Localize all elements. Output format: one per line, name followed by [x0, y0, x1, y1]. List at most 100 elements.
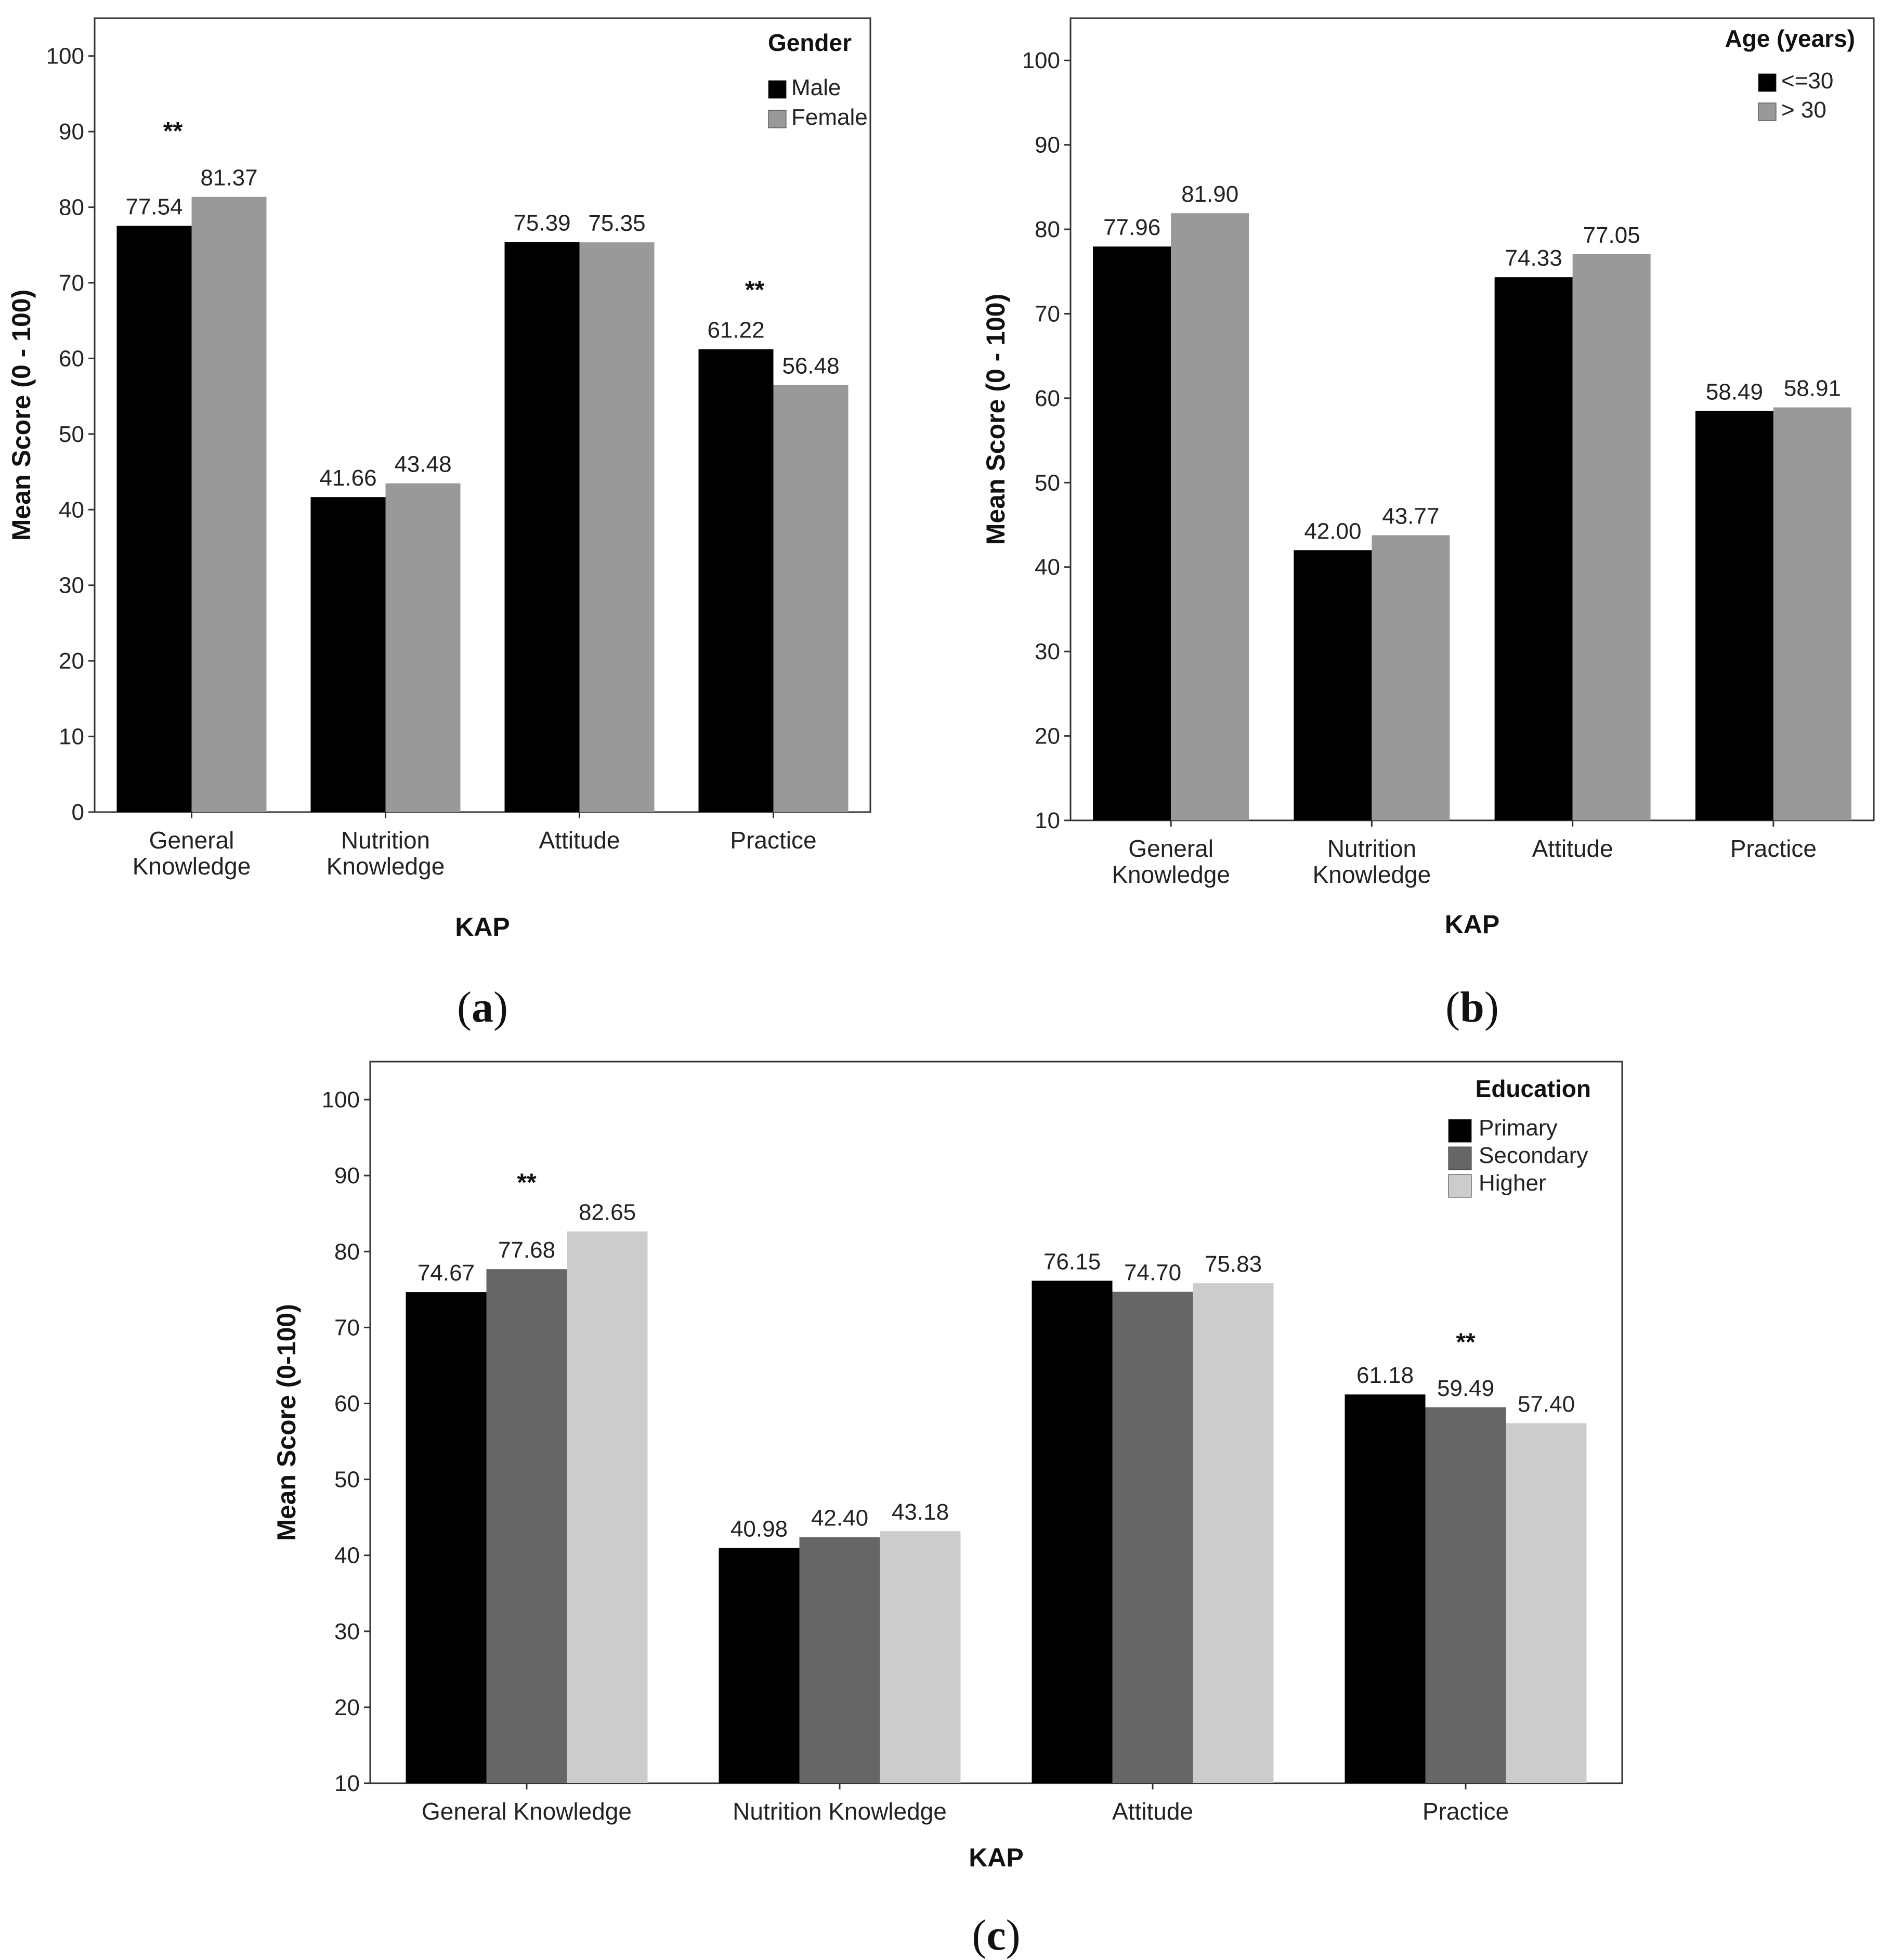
- category-label: Knowledge: [133, 853, 251, 880]
- panel-paren: (: [972, 1911, 986, 1959]
- bar-secondary-1: [799, 1537, 880, 1783]
- bar-female-3: [773, 385, 849, 812]
- data-label: 75.83: [1205, 1251, 1262, 1277]
- data-label: 61.22: [707, 318, 764, 343]
- data-label: 41.66: [319, 465, 376, 491]
- panel-letter: b: [1460, 983, 1484, 1031]
- category-label: General: [1128, 835, 1214, 862]
- y-tick-label: 10: [334, 1771, 360, 1796]
- data-label: 81.90: [1181, 181, 1238, 207]
- data-label: 42.00: [1304, 518, 1361, 544]
- bar-primary-2: [1032, 1280, 1113, 1783]
- data-label: 74.70: [1124, 1260, 1181, 1286]
- y-tick-label: 70: [334, 1315, 360, 1340]
- legend-swatch: [768, 80, 787, 99]
- chart-panel-a: 010203040506070809010077.5481.37GeneralK…: [7, 17, 871, 1031]
- y-tick-label: 30: [1035, 639, 1060, 664]
- panel-label: (b): [1445, 983, 1499, 1031]
- bar-30-2: [1494, 277, 1573, 820]
- panel-paren: ): [1484, 983, 1499, 1031]
- y-tick-label: 20: [1035, 724, 1060, 749]
- data-label: 40.98: [730, 1516, 788, 1541]
- category-label: Attitude: [539, 827, 620, 854]
- y-tick-label: 80: [1035, 217, 1060, 242]
- bar-secondary-2: [1112, 1291, 1193, 1783]
- legend-swatch: [1758, 102, 1777, 121]
- category-label: Nutrition Knowledge: [733, 1798, 947, 1825]
- legend-swatch: [1448, 1146, 1472, 1170]
- y-tick-label: 10: [59, 724, 84, 750]
- bar-secondary-3: [1425, 1407, 1506, 1783]
- chart-panel-c: 10 20 30 40 50 60 70 80 90 100 74.67 77.68 82.65 Gene…: [272, 1061, 1623, 1959]
- significance-marker: **: [1456, 1328, 1476, 1356]
- panel-paren: ): [1006, 1911, 1021, 1959]
- y-tick-label: 90: [334, 1163, 360, 1188]
- y-tick-label: 70: [1035, 301, 1060, 326]
- y-tick-label: 40: [334, 1543, 360, 1569]
- bar-primary-1: [719, 1548, 800, 1783]
- data-label: 77.54: [125, 194, 182, 219]
- category-label: Practice: [1730, 835, 1817, 862]
- legend-label: Male: [791, 75, 841, 100]
- y-tick-label: 90: [59, 119, 84, 145]
- x-axis-title: KAP: [455, 912, 510, 942]
- legend-label: Secondary: [1479, 1143, 1588, 1168]
- data-label: 74.33: [1505, 245, 1562, 271]
- data-label: 81.37: [200, 165, 257, 191]
- category-label: Attitude: [1532, 835, 1613, 862]
- category-label: Nutrition: [1327, 835, 1416, 862]
- y-tick-label: 100: [1022, 48, 1060, 73]
- y-tick-label: 50: [1035, 470, 1060, 495]
- data-label: 82.65: [579, 1200, 636, 1225]
- data-label: 57.40: [1518, 1391, 1575, 1417]
- bar-higher-2: [1193, 1283, 1274, 1783]
- bar-30-3: [1695, 411, 1773, 820]
- data-label: 43.48: [394, 452, 451, 477]
- panel-label: (a): [457, 983, 508, 1031]
- category-label: Practice: [1423, 1798, 1509, 1825]
- data-label: 58.91: [1784, 376, 1841, 401]
- data-label: 75.39: [513, 211, 570, 236]
- legend-swatch: [768, 110, 787, 128]
- y-axis-title: Mean Score (0-100): [272, 1304, 301, 1541]
- y-axis-title: Mean Score (0 - 100): [7, 290, 36, 541]
- bar-higher-1: [880, 1531, 961, 1783]
- x-axis-title: KAP: [1445, 910, 1500, 939]
- significance-marker: **: [163, 117, 183, 145]
- category-label: Knowledge: [1313, 861, 1431, 888]
- significance-marker: **: [517, 1169, 537, 1196]
- plot-frame: [94, 17, 871, 813]
- y-tick-label: 80: [59, 195, 84, 220]
- legend-label: Higher: [1479, 1170, 1546, 1196]
- data-label: 74.67: [417, 1260, 475, 1286]
- y-tick-label: 20: [334, 1695, 360, 1720]
- y-tick-label: 60: [1035, 386, 1060, 411]
- panel-label: (c): [972, 1911, 1020, 1959]
- y-tick-label: 60: [334, 1391, 360, 1416]
- data-label: 77.96: [1103, 215, 1160, 240]
- legend-label: > 30: [1781, 97, 1826, 123]
- category-label: Knowledge: [1112, 861, 1230, 888]
- legend: Gender Male Female: [768, 29, 868, 130]
- data-label: 77.05: [1583, 223, 1640, 248]
- data-label: 56.48: [782, 354, 839, 379]
- panel-paren: (: [457, 983, 472, 1031]
- bar-30-1: [1294, 550, 1372, 820]
- data-label: 42.40: [811, 1506, 868, 1531]
- plot-frame: [1069, 17, 1875, 821]
- bar-higher-3: [1506, 1423, 1587, 1783]
- bar-male-0: [116, 226, 192, 812]
- legend-swatch: [1448, 1119, 1472, 1143]
- y-tick-label: 50: [334, 1467, 360, 1493]
- bar-30-1: [1372, 535, 1450, 820]
- bar-30-0: [1093, 246, 1171, 820]
- legend-label: Primary: [1479, 1115, 1558, 1141]
- y-tick-label: 30: [59, 573, 84, 598]
- y-tick-label: 40: [59, 497, 84, 522]
- panel-letter: a: [472, 983, 493, 1031]
- bar-female-0: [191, 197, 267, 812]
- y-tick-label: 20: [59, 648, 84, 674]
- bar-male-2: [504, 242, 580, 812]
- category-label: Knowledge: [327, 853, 445, 880]
